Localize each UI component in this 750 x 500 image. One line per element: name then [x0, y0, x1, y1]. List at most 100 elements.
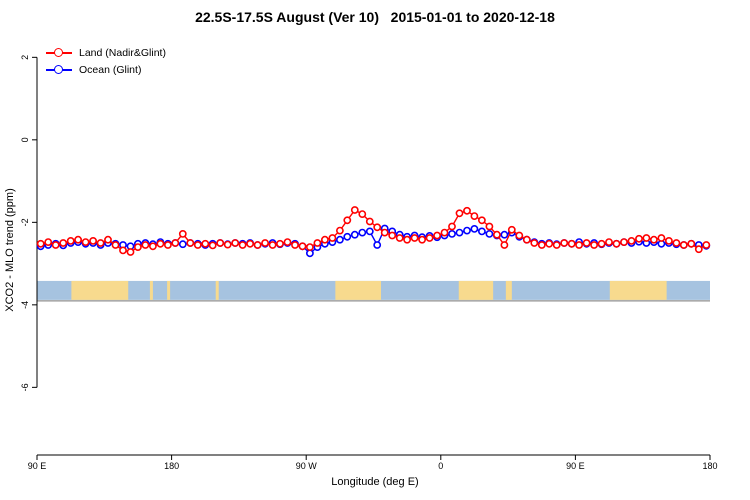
land-patch — [505, 280, 512, 300]
data-point — [582, 239, 591, 247]
land-series-symbol — [46, 47, 72, 59]
data-point — [178, 229, 187, 238]
data-point — [650, 235, 658, 244]
data-point — [343, 216, 352, 225]
data-point — [358, 228, 367, 237]
data-point — [395, 234, 404, 242]
data-point — [567, 239, 576, 248]
data-point — [672, 239, 681, 247]
data-point — [261, 239, 269, 247]
data-point — [575, 241, 583, 249]
data-point — [216, 239, 225, 247]
legend: Land (Nadir&Glint) Ocean (Glint) — [46, 46, 166, 77]
data-point — [148, 242, 157, 251]
data-point — [373, 223, 382, 232]
data-point — [335, 235, 344, 244]
data-point — [687, 239, 696, 248]
data-point — [268, 241, 277, 249]
data-point — [305, 249, 314, 258]
data-point — [605, 238, 613, 246]
land-patch — [335, 280, 381, 300]
data-point — [425, 234, 434, 242]
data-point — [291, 241, 299, 249]
data-point — [141, 241, 150, 249]
land-patch — [71, 280, 129, 300]
data-point — [328, 234, 337, 242]
data-point — [350, 230, 359, 239]
open-circle-icon — [54, 48, 63, 58]
land-patch — [215, 280, 219, 300]
data-point — [343, 232, 352, 241]
data-point — [694, 245, 703, 254]
data-point — [448, 229, 456, 238]
data-point — [298, 242, 307, 251]
data-point — [201, 239, 210, 248]
data-point — [178, 240, 187, 249]
data-point — [246, 239, 254, 248]
data-point — [283, 238, 292, 246]
land-patch — [167, 280, 171, 300]
data-point — [530, 239, 539, 247]
data-point — [537, 241, 546, 249]
data-point — [335, 226, 344, 235]
data-point — [597, 239, 606, 248]
data-point — [463, 226, 471, 235]
data-point — [238, 241, 247, 249]
data-point — [388, 231, 397, 240]
data-point — [59, 239, 68, 247]
data-point — [74, 235, 82, 244]
data-point — [492, 230, 501, 239]
data-point — [470, 212, 479, 220]
x-tick-label: 180 — [702, 461, 717, 471]
data-point — [81, 238, 90, 246]
legend-label-ocean: Ocean (Glint) — [79, 63, 142, 76]
data-point — [620, 238, 628, 246]
data-point — [365, 217, 374, 226]
data-point — [470, 224, 479, 233]
data-point — [448, 222, 456, 231]
data-point — [627, 236, 636, 245]
data-point — [163, 241, 172, 249]
data-point — [403, 235, 411, 244]
ocean-series-symbol — [46, 64, 72, 76]
data-point — [36, 239, 45, 248]
data-point — [665, 236, 673, 245]
data-point — [463, 206, 471, 215]
open-circle-icon — [54, 65, 63, 75]
data-point — [276, 239, 284, 248]
data-point — [440, 228, 449, 237]
y-tick-label: -4 — [20, 301, 30, 309]
data-point — [485, 222, 494, 231]
y-tick-label: 2 — [20, 55, 30, 60]
data-point — [89, 236, 97, 245]
data-point — [433, 231, 441, 240]
data-point — [522, 235, 531, 244]
data-point — [111, 241, 120, 249]
data-point — [485, 229, 494, 238]
land-patch — [149, 280, 153, 300]
data-point — [358, 210, 367, 218]
data-point — [133, 243, 142, 251]
x-tick-label: 180 — [164, 461, 179, 471]
data-point — [231, 239, 240, 247]
y-tick-label: 0 — [20, 137, 30, 142]
legend-item-ocean: Ocean (Glint) — [46, 63, 166, 77]
data-point — [455, 209, 464, 218]
y-tick-label: -2 — [20, 218, 30, 226]
data-point — [507, 225, 516, 234]
data-point — [477, 216, 486, 225]
data-point — [51, 241, 60, 249]
data-point — [96, 239, 105, 247]
data-point — [702, 241, 711, 249]
data-point — [126, 248, 135, 256]
data-point — [373, 241, 382, 249]
axes — [32, 56, 711, 460]
data-point — [612, 239, 621, 248]
y-axis-label: XCO2 - MLO trend (ppm) — [4, 188, 16, 312]
x-tick-label: 90 W — [296, 461, 318, 471]
data-point — [455, 228, 464, 237]
x-axis-label: Longitude (deg E) — [331, 476, 419, 488]
data-point — [500, 230, 509, 239]
